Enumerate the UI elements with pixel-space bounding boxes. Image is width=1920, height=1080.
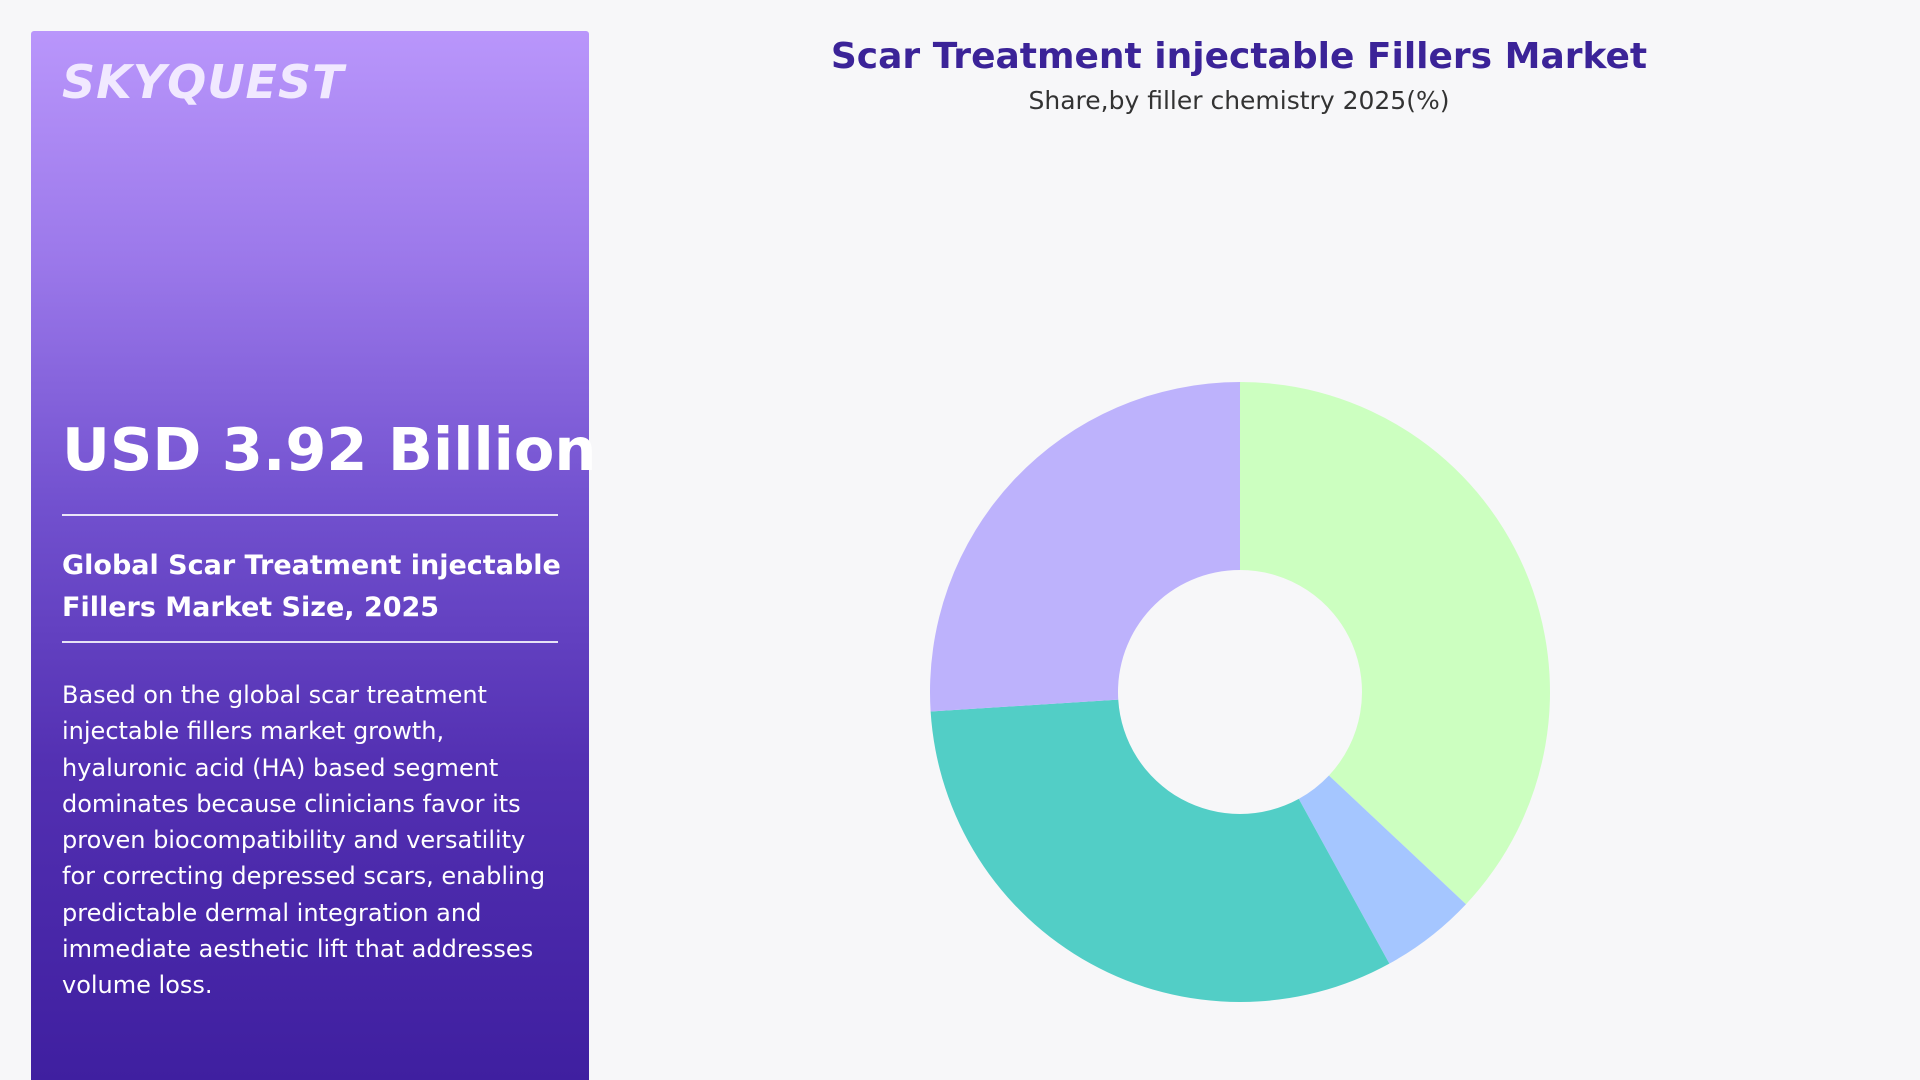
divider-top [62,514,558,516]
summary-panel: SKYQUEST USD 3.92 Billion Global Scar Tr… [31,31,596,1080]
chart-subtitle: Share,by filler chemistry 2025(%) [1028,86,1450,115]
market-size-heading: Global Scar Treatment injectable Fillers… [62,550,561,623]
brand-logo: SKYQUEST [62,55,345,109]
donut-chart-svg [930,382,1550,1002]
divider-bottom [62,641,558,643]
donut-slice-1 [1240,382,1550,905]
donut-chart [900,352,1580,1032]
donut-slice-3 [930,699,1390,1002]
donut-slice-4 [930,382,1240,712]
chart-title: Scar Treatment injectable Fillers Market [830,36,1648,77]
market-description: Based on the global scar treatment injec… [62,681,546,1000]
market-value: USD 3.92 Billion [62,415,597,484]
donut-slice-2 [1298,775,1466,964]
